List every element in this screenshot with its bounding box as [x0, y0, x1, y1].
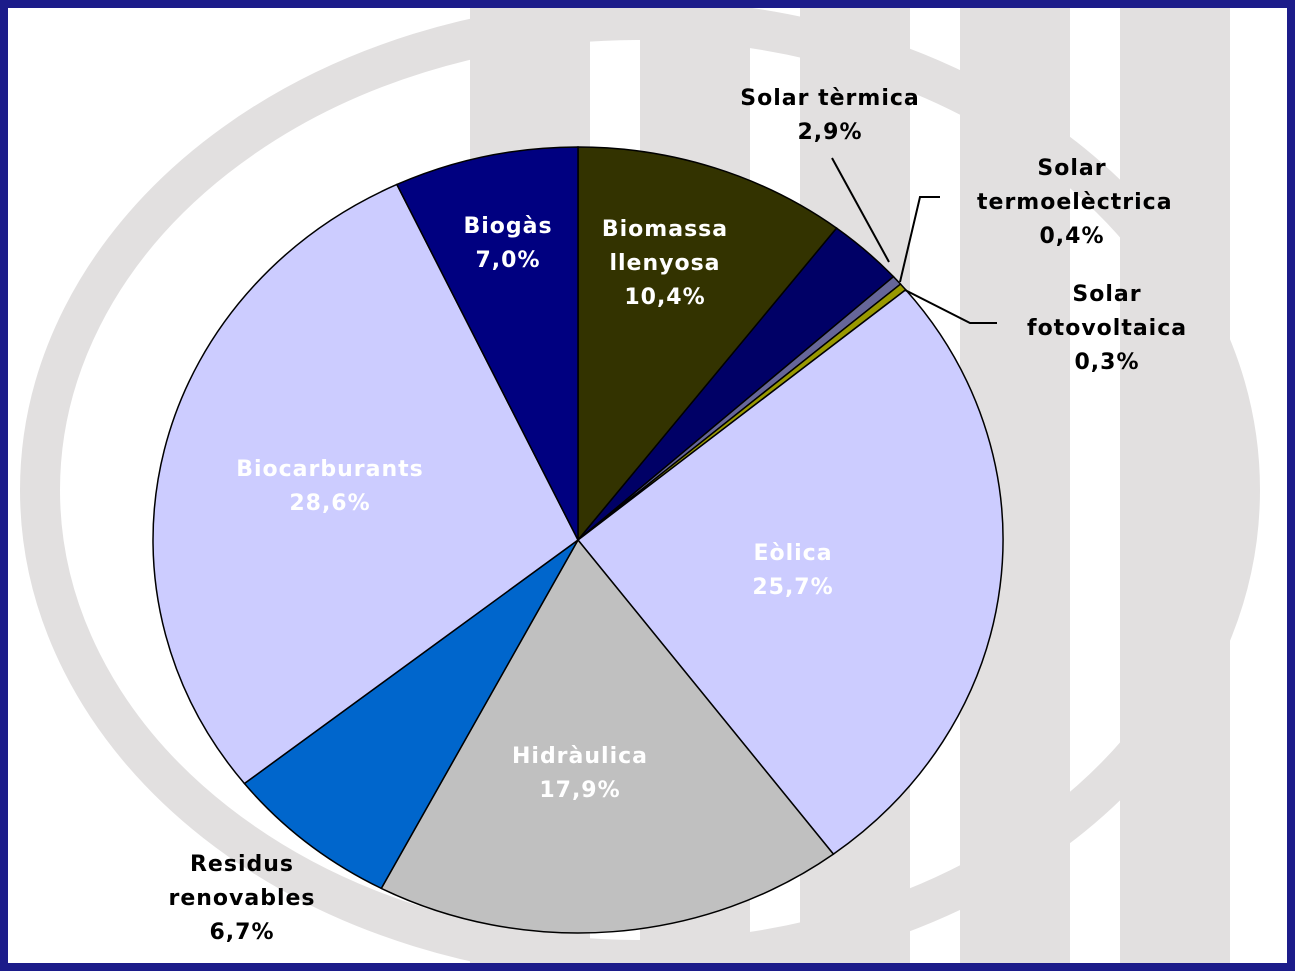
- value-label: 6,7%: [209, 920, 275, 945]
- value-label: 2,9%: [797, 120, 863, 145]
- category-label: Hidràulica: [511, 744, 649, 769]
- category-label: Biocarburants: [236, 457, 424, 482]
- slice: [243, 539, 579, 890]
- value-label: 0,4%: [1039, 224, 1105, 249]
- slice: [380, 538, 835, 934]
- slice: [577, 146, 838, 543]
- category-label: Biogàs: [463, 214, 553, 239]
- category-label: Solar fotovoltaica: [1027, 282, 1188, 341]
- value-label: 28,6%: [289, 491, 371, 516]
- slice-label: Eòlica 25,7%: [693, 537, 893, 605]
- slice-label: Biocarburants 28,6%: [200, 453, 460, 521]
- category-label: Eòlica: [753, 541, 833, 566]
- slice-label: Biomassa llenyosa 10,4%: [580, 213, 750, 315]
- slice-label: Solar tèrmica 2,9%: [700, 82, 960, 150]
- category-label: Solar termoelèctrica: [977, 156, 1173, 215]
- value-label: 10,4%: [624, 285, 706, 310]
- slice-label: Biogàs 7,0%: [448, 210, 568, 278]
- slice-label: Solar fotovoltaica 0,3%: [1027, 278, 1187, 380]
- slice: [576, 288, 1004, 856]
- slice: [152, 183, 579, 785]
- value-label: 17,9%: [539, 778, 621, 803]
- category-label: Biomassa llenyosa: [601, 217, 729, 276]
- category-label: Solar tèrmica: [740, 86, 920, 111]
- slice-label: Residus renovables 6,7%: [147, 848, 337, 950]
- category-label: Residus renovables: [168, 852, 316, 911]
- value-label: 7,0%: [475, 248, 541, 273]
- slice: [395, 146, 579, 541]
- leader-lines: [831, 157, 997, 324]
- value-label: 25,7%: [752, 575, 834, 600]
- slice-label: Solar termoelèctrica 0,4%: [977, 152, 1173, 254]
- value-label: 0,3%: [1074, 350, 1140, 375]
- slice-label: Hidràulica 17,9%: [470, 740, 690, 808]
